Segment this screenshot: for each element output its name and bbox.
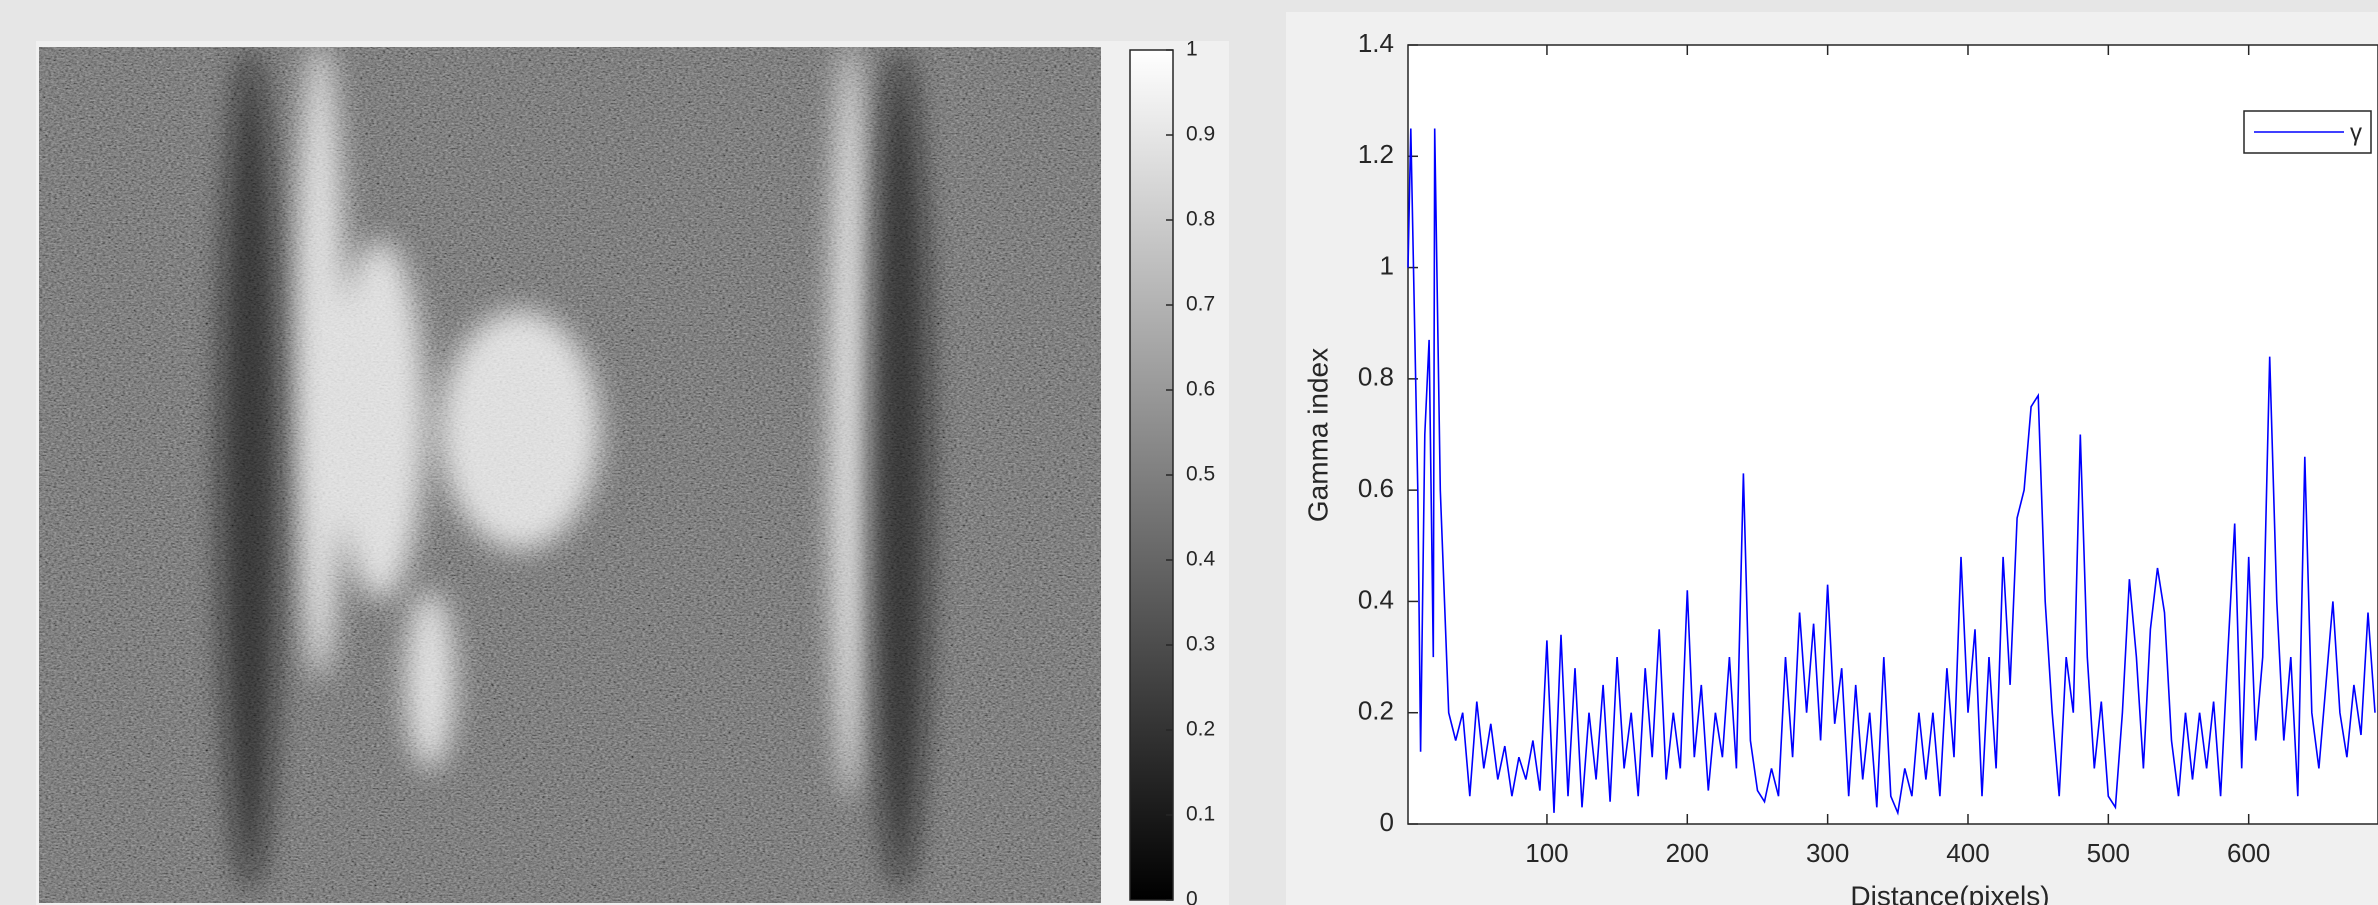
y-tick-label: 0 [1380,807,1394,837]
colorbar-tick-label: 0.8 [1186,208,1215,231]
x-tick-label: 200 [1666,838,1709,868]
colorbar-tick-label: 0.1 [1186,803,1215,826]
colorbar-tick-label: 0.2 [1186,718,1215,741]
y-tick-label: 1.4 [1358,28,1394,58]
y-tick-label: 1 [1380,250,1394,280]
x-tick-label: 400 [1946,838,1989,868]
x-tick-label: 300 [1806,838,1849,868]
legend-label: γ [2350,119,2362,146]
colorbar-tick-label: 0.3 [1186,633,1215,656]
colorbar-tick-label: 0.5 [1186,463,1215,486]
y-tick-label: 0.2 [1358,696,1394,726]
y-tick-label: 0.8 [1358,362,1394,392]
colorbar-tick-label: 0 [1186,888,1198,905]
line [1407,128,2376,816]
colorbar-tick-label: 0.7 [1186,293,1215,316]
x-tick-label: 500 [2087,838,2130,868]
axes [1407,44,2378,825]
x-tick-label: 600 [2227,838,2270,868]
y-axis-label: Gamma index [1302,348,1333,522]
y-tick-label: 0.4 [1358,584,1394,614]
x-tick-label: 100 [1525,838,1568,868]
y-tick-label: 0.6 [1358,473,1394,503]
colorbar-tick-label: 0.9 [1186,123,1215,146]
x-axis-label: Distance(pixels) [1850,880,2049,905]
colorbar-tick-label: 0.4 [1186,548,1216,571]
colorbar-tick-label: 1 [1186,38,1198,61]
y-tick-label: 1.2 [1358,139,1394,169]
colorbar-tick-label: 0.6 [1186,378,1215,401]
image [39,47,1101,903]
